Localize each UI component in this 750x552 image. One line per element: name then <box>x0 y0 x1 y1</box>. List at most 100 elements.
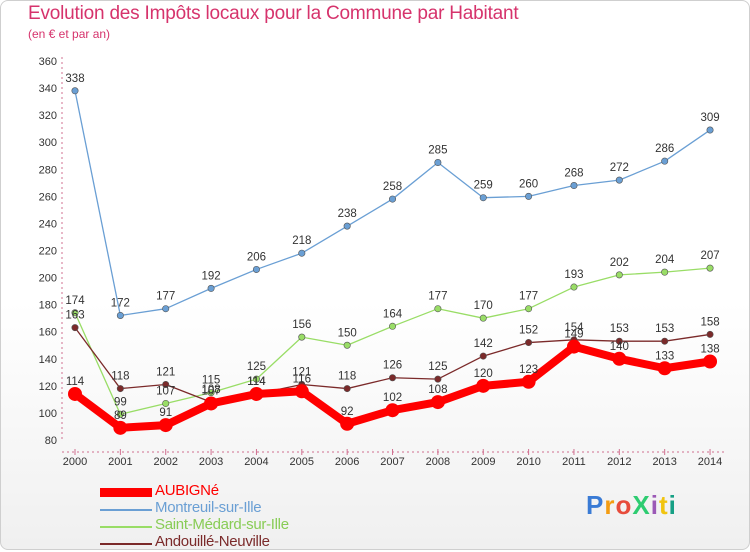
y-tick-label: 320 <box>39 110 57 122</box>
y-tick-label: 300 <box>39 137 57 149</box>
x-tick-label: 2005 <box>290 456 314 468</box>
series-1-value-label: 285 <box>428 145 447 157</box>
legend-swatch <box>100 526 152 528</box>
logo-letter: o <box>615 490 633 520</box>
legend-swatch <box>100 509 152 511</box>
y-tick-label: 100 <box>39 408 57 420</box>
series-3-value-label: 153 <box>655 323 674 335</box>
series-0-point <box>68 386 82 401</box>
series-3-point <box>162 381 170 389</box>
series-0-value-label: 92 <box>341 406 354 418</box>
series-1-point <box>116 311 124 319</box>
series-0-value-label: 120 <box>474 368 493 380</box>
series-0-value-label: 133 <box>655 350 674 362</box>
series-0-value-label: 91 <box>159 407 172 419</box>
legend-label: Montreuil-sur-Ille <box>155 499 262 516</box>
series-1-point <box>252 265 260 273</box>
series-0-value-label: 108 <box>428 384 447 396</box>
y-tick-label: 140 <box>39 354 57 366</box>
series-3-point <box>706 330 714 338</box>
x-tick-label: 2002 <box>153 456 177 468</box>
x-tick-label: 2011 <box>562 456 586 468</box>
series-0-value-label: 123 <box>519 364 538 376</box>
series-1-point <box>706 126 714 134</box>
series-3-point <box>71 324 79 332</box>
series-2-point <box>71 309 79 317</box>
y-tick-label: 240 <box>39 218 57 230</box>
series-0-point <box>612 351 627 366</box>
series-1-point <box>615 176 623 184</box>
series-1-value-label: 218 <box>292 235 311 247</box>
series-1-point <box>389 195 397 203</box>
series-3-value-label: 142 <box>474 338 493 350</box>
series-1-value-label: 268 <box>564 168 583 180</box>
axes: 80 100 120 140 160 180 200 220 240 260 280 300 320 34… <box>39 56 725 468</box>
series-0-point <box>113 420 128 435</box>
series-0-value-label: 116 <box>293 373 311 385</box>
series-3-value-label: 108 <box>201 384 220 396</box>
series-0-point <box>158 418 173 433</box>
y-tick-label: 280 <box>39 164 57 176</box>
y-tick-label: 160 <box>39 327 57 339</box>
series-0-value-label: 114 <box>66 376 85 388</box>
x-tick-label: 2010 <box>516 456 540 468</box>
series-1-value-label: 172 <box>111 297 130 309</box>
series-2-point <box>116 410 124 418</box>
chart-subtitle: (en € et par an) <box>28 27 111 41</box>
series-1-point <box>162 305 170 313</box>
logo-letter: t <box>658 490 669 520</box>
y-tick-label: 200 <box>39 273 57 285</box>
y-tick-label: 360 <box>39 56 57 68</box>
series-3-point <box>661 337 669 345</box>
series-1-point <box>434 159 442 167</box>
series-1-point <box>479 194 487 202</box>
series-2-point <box>661 268 669 276</box>
series-3-value-label: 154 <box>564 322 584 334</box>
logo-letter: X <box>632 490 651 520</box>
series-2-value-label: 204 <box>655 254 675 266</box>
series-1-point <box>570 182 578 190</box>
x-tick-label: 2008 <box>426 456 450 468</box>
y-tick-label: 220 <box>39 246 57 258</box>
series-0-value-label: 140 <box>610 341 629 353</box>
series-3-value-label: 118 <box>111 371 129 383</box>
series-1-point <box>71 87 79 95</box>
series-layer <box>68 87 718 435</box>
series-2-value-label: 177 <box>428 291 447 303</box>
y-tick-label: 260 <box>39 191 57 203</box>
x-tick-label: 2006 <box>335 456 359 468</box>
series-3-value-label: 152 <box>519 325 538 337</box>
series-3-value-label: 121 <box>292 367 311 379</box>
legend-swatch <box>100 488 152 497</box>
logo-letter: P <box>586 490 605 520</box>
series-2-value-label: 170 <box>474 300 493 312</box>
series-3-value-label: 125 <box>428 361 447 373</box>
proxiti-logo: ProXiti <box>586 490 677 521</box>
series-1-point <box>661 157 669 165</box>
series-1-value-label: 238 <box>338 208 357 220</box>
series-3-value-label: 158 <box>700 316 719 328</box>
series-2-point <box>570 283 578 291</box>
series-0-value-label: 114 <box>247 376 266 388</box>
series-2-point <box>389 322 397 330</box>
legend-label: AUBIGNé <box>155 482 219 499</box>
series-1-value-label: 177 <box>156 291 175 303</box>
y-tick-label: 340 <box>39 83 57 95</box>
series-3-point <box>116 385 124 393</box>
y-tick-label: 120 <box>39 381 57 393</box>
series-1-value-label: 192 <box>201 270 220 282</box>
series-0-value-label: 149 <box>564 329 583 341</box>
x-tick-label: 2004 <box>244 456 268 468</box>
chart-title: Evolution des Impôts locaux pour la Comm… <box>28 3 519 24</box>
series-2-value-label: 125 <box>247 361 266 373</box>
y-tick-label: 80 <box>45 435 57 447</box>
series-0-point <box>521 374 536 389</box>
series-3-point <box>525 339 533 347</box>
series-3-value-label: 118 <box>338 371 356 383</box>
series-2-value-label: 156 <box>292 319 311 331</box>
series-0-point <box>204 396 219 411</box>
series-2-point <box>615 271 623 279</box>
series-1-line <box>74 90 711 317</box>
series-2-value-label: 150 <box>338 327 357 339</box>
series-2-value-label: 99 <box>114 396 127 408</box>
